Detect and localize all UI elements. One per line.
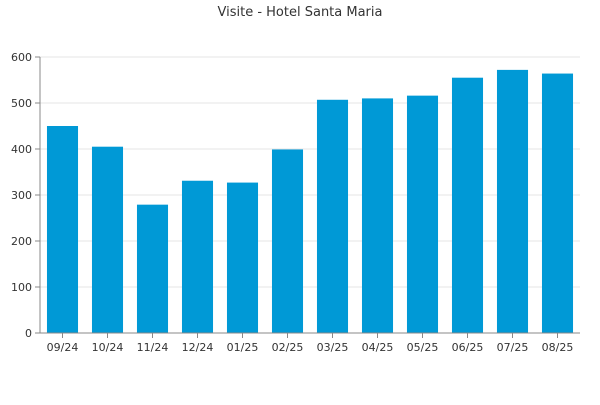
x-tick-label: 02/25 bbox=[272, 341, 304, 354]
y-tick-label: 0 bbox=[25, 327, 32, 340]
y-tick-label: 200 bbox=[11, 235, 32, 248]
y-tick-label: 300 bbox=[11, 189, 32, 202]
bar-11-24 bbox=[136, 204, 169, 333]
y-tick-label: 500 bbox=[11, 97, 32, 110]
y-tick-label: 100 bbox=[11, 281, 32, 294]
x-tick-label: 03/25 bbox=[317, 341, 349, 354]
x-tick-label: 10/24 bbox=[92, 341, 124, 354]
bar-06-25 bbox=[451, 77, 484, 333]
x-tick-label: 05/25 bbox=[407, 341, 439, 354]
x-tick-label: 09/24 bbox=[47, 341, 79, 354]
x-tick-label: 08/25 bbox=[542, 341, 574, 354]
chart-title: Visite - Hotel Santa Maria bbox=[218, 5, 383, 20]
y-tick-label: 600 bbox=[11, 51, 32, 64]
x-tick-label: 06/25 bbox=[452, 341, 484, 354]
bar-10-24 bbox=[91, 146, 124, 333]
bar-02-25 bbox=[271, 149, 304, 333]
y-tick-label: 400 bbox=[11, 143, 32, 156]
bar-08-25 bbox=[541, 73, 574, 333]
bar-05-25 bbox=[406, 95, 439, 333]
bar-09-24 bbox=[46, 126, 79, 333]
gridlines bbox=[40, 56, 580, 288]
x-tick-label: 07/25 bbox=[497, 341, 529, 354]
x-tick-label: 04/25 bbox=[362, 341, 394, 354]
y-axis-ticks: 0 100 200 300 400 500 600 bbox=[11, 51, 40, 340]
x-tick-label: 01/25 bbox=[227, 341, 259, 354]
bar-04-25 bbox=[361, 98, 394, 334]
bar-01-25 bbox=[226, 182, 259, 333]
x-tick-label: 11/24 bbox=[137, 341, 169, 354]
bar-03-25 bbox=[316, 99, 349, 333]
bar-07-25 bbox=[496, 69, 529, 333]
bar-12-24 bbox=[181, 180, 214, 333]
x-axis-ticks: 09/24 10/24 11/24 12/24 01/25 02/25 03/25 04/25… bbox=[47, 333, 574, 354]
x-tick-label: 12/24 bbox=[182, 341, 214, 354]
bars bbox=[46, 69, 574, 334]
